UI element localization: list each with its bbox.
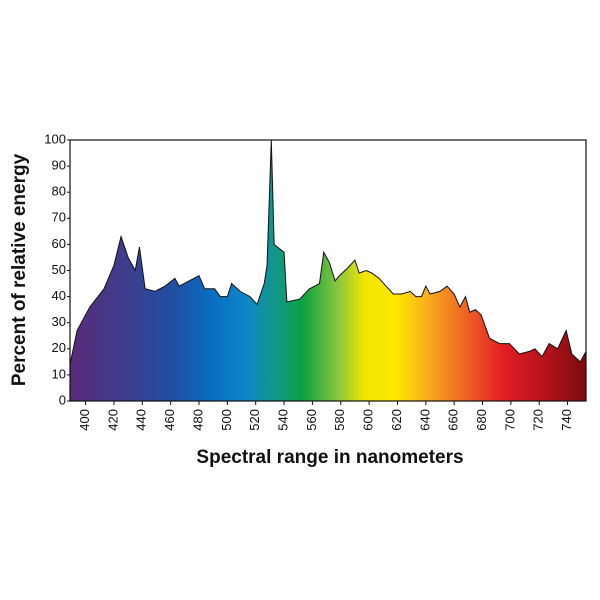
y-tick-label: 60 xyxy=(52,236,66,251)
x-tick-label: 440 xyxy=(134,409,149,431)
x-tick-label: 500 xyxy=(219,409,234,431)
x-tick-label: 600 xyxy=(361,409,376,431)
y-tick-label: 30 xyxy=(52,314,66,329)
y-tick-label: 20 xyxy=(52,340,66,355)
x-tick-label: 580 xyxy=(332,409,347,431)
y-tick-label: 0 xyxy=(59,392,66,407)
x-tick-label: 700 xyxy=(502,409,517,431)
x-tick-label: 720 xyxy=(531,409,546,431)
x-axis-title: Spectral range in nanometers xyxy=(196,447,463,468)
x-tick-label: 560 xyxy=(304,409,319,431)
x-tick-label: 620 xyxy=(389,409,404,431)
y-tick-label: 10 xyxy=(52,366,66,381)
y-tick-label: 70 xyxy=(52,210,66,225)
x-tick-label: 420 xyxy=(105,409,120,431)
y-tick-label: 90 xyxy=(52,158,66,173)
y-tick-label: 100 xyxy=(44,131,66,146)
x-tick-label: 520 xyxy=(247,409,262,431)
y-axis-title: Percent of relative energy xyxy=(9,153,30,386)
y-tick-label: 50 xyxy=(52,262,66,277)
y-tick-label: 40 xyxy=(52,288,66,303)
x-tick-label: 640 xyxy=(417,409,432,431)
x-tick-label: 460 xyxy=(162,409,177,431)
x-tick-label: 540 xyxy=(275,409,290,431)
x-tick-label: 680 xyxy=(474,409,489,431)
x-tick-label: 660 xyxy=(446,409,461,431)
x-tick-label: 400 xyxy=(77,409,92,431)
y-tick-label: 80 xyxy=(52,184,66,199)
spectrum-area xyxy=(69,139,587,402)
x-tick-label: 740 xyxy=(559,409,574,431)
x-tick-label: 480 xyxy=(190,409,205,431)
